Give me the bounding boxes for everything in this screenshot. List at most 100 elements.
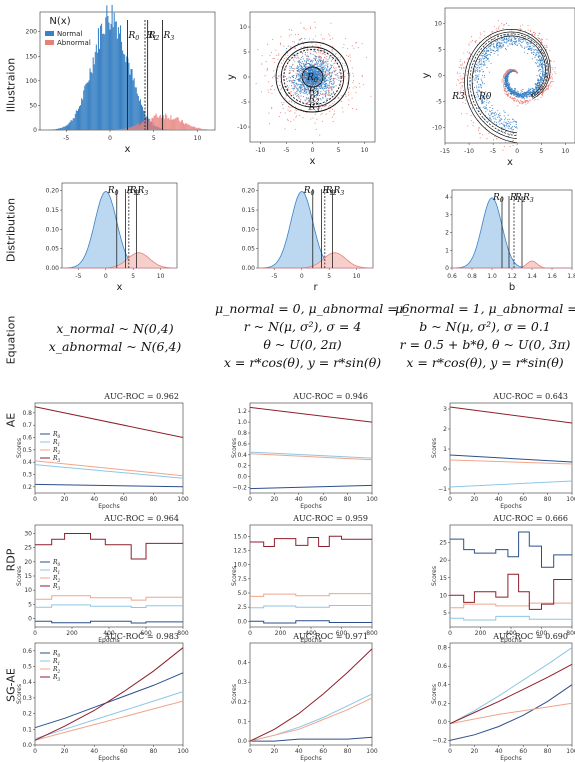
scatter-point-normal — [509, 36, 511, 38]
scatter-point-abnormal — [515, 101, 517, 103]
scatter-point-normal — [526, 42, 528, 44]
histogram-bar-abnormal — [170, 115, 172, 130]
histogram-bar-normal — [76, 110, 78, 130]
scatter-point-normal — [322, 69, 324, 71]
scatter-point-normal — [281, 62, 283, 64]
scatter-point-abnormal — [270, 51, 273, 54]
scatter-point-normal — [514, 42, 516, 44]
scatter-point-abnormal — [333, 80, 335, 82]
scatter-point-normal — [473, 78, 475, 80]
chart-sg2: 0 20 40 60 80 1000.00.10.20.30.4EpochsScoresA… — [231, 632, 378, 762]
scatter-point-normal — [477, 65, 479, 67]
scatter-point-normal — [492, 108, 494, 110]
scatter-point-abnormal — [327, 87, 329, 89]
x-tick-label: -10 — [256, 147, 266, 154]
scatter-point-normal — [326, 79, 328, 81]
scatter-point-normal — [484, 107, 486, 109]
scatter-point-abnormal — [333, 114, 335, 116]
scatter-point-abnormal — [551, 77, 553, 79]
scatter-point-abnormal — [293, 92, 295, 94]
histogram-bar-normal — [81, 98, 83, 130]
scatter-point-normal — [298, 87, 300, 89]
scatter-point-normal — [476, 80, 478, 82]
histogram-bar-normal — [131, 69, 133, 130]
histogram-bar-abnormal — [192, 126, 194, 130]
x-tick-label: 40 — [90, 748, 98, 755]
y-tick-label: 0.4 — [437, 682, 447, 689]
scatter-point-normal — [297, 70, 299, 72]
scatter-point-normal — [313, 57, 315, 59]
scatter-point-normal — [289, 67, 291, 69]
scatter-point-normal — [336, 72, 338, 75]
scatter-point-normal — [506, 41, 508, 43]
scatter-point-normal — [300, 66, 302, 68]
scatter-point-abnormal — [333, 63, 335, 65]
auc-roc-label: AUC-ROC = 0.971 — [292, 632, 368, 641]
scatter-point-normal — [321, 65, 323, 67]
y-tick-label: −0.2 — [432, 737, 447, 744]
scatter-point-normal — [507, 79, 509, 81]
scatter-point-normal — [540, 81, 542, 83]
scatter-point-normal — [322, 82, 324, 84]
scatter-point-abnormal — [332, 120, 334, 123]
scatter-point-normal — [488, 120, 490, 122]
y-tick-label: 0.4 — [237, 660, 247, 667]
scatter-point-normal — [535, 49, 538, 51]
scatter-point-normal — [300, 90, 302, 92]
scatter-point-normal — [529, 93, 531, 95]
scatter-point-normal — [487, 49, 489, 51]
scatter-point-normal — [287, 45, 289, 47]
scatter-point-normal — [298, 39, 300, 41]
scatter-point-abnormal — [470, 41, 472, 43]
series-line-r3 — [249, 406, 373, 423]
scatter-point-normal — [479, 59, 481, 62]
scatter-point-normal — [528, 96, 530, 98]
scatter-point-normal — [483, 117, 485, 119]
scatter-point-normal — [317, 65, 319, 67]
scatter-point-normal — [507, 86, 509, 88]
scatter-point-abnormal — [289, 35, 291, 37]
scatter-point-abnormal — [314, 50, 316, 52]
scatter-point-normal — [528, 94, 530, 96]
scatter-point-normal — [293, 83, 295, 85]
scatter-point-abnormal — [539, 39, 541, 41]
scatter-point-abnormal — [292, 54, 294, 57]
scatter-point-normal — [478, 67, 480, 69]
scatter-point-normal — [477, 77, 479, 79]
scatter-point-abnormal — [494, 136, 496, 138]
scatter-point-abnormal — [298, 74, 300, 76]
scatter-point-abnormal — [508, 25, 510, 27]
scatter-point-normal — [510, 94, 512, 96]
y-tick-label: 10 — [24, 587, 32, 594]
scatter-point-normal — [491, 105, 493, 107]
scatter-point-normal — [503, 45, 505, 47]
scatter-point-abnormal — [535, 99, 537, 101]
scatter-point-abnormal — [331, 54, 333, 56]
histogram-bar-normal — [93, 64, 95, 130]
scatter-point-abnormal — [468, 43, 470, 45]
scatter-point-abnormal — [273, 70, 275, 72]
scatter-point-normal — [475, 75, 477, 77]
series-line-r1 — [34, 691, 184, 740]
scatter-point-normal — [495, 113, 497, 115]
histogram-bar-normal — [61, 127, 63, 130]
scatter-point-abnormal — [342, 62, 344, 64]
x-tick-label: 200 — [66, 630, 78, 637]
scatter-point-normal — [510, 40, 512, 42]
x-axis-label: x — [125, 144, 131, 155]
scatter-point-normal — [324, 71, 326, 73]
scatter-point-abnormal — [470, 58, 472, 60]
scatter-point-normal — [512, 120, 514, 122]
x-tick-label: 5 — [327, 273, 331, 280]
scatter-point-abnormal — [351, 97, 353, 99]
y-tick-label: 10 — [439, 592, 447, 599]
scatter-point-normal — [489, 44, 492, 47]
scatter-point-normal — [315, 63, 317, 65]
scatter-point-normal — [302, 58, 304, 60]
y-tick-label: 0.6 — [437, 663, 447, 670]
scatter-point-abnormal — [308, 58, 310, 60]
x-tick-label: 5 — [131, 273, 135, 280]
legend-label: R1 — [52, 567, 60, 575]
row-label-equation: Equation — [4, 315, 18, 365]
scatter-point-normal — [302, 85, 305, 87]
